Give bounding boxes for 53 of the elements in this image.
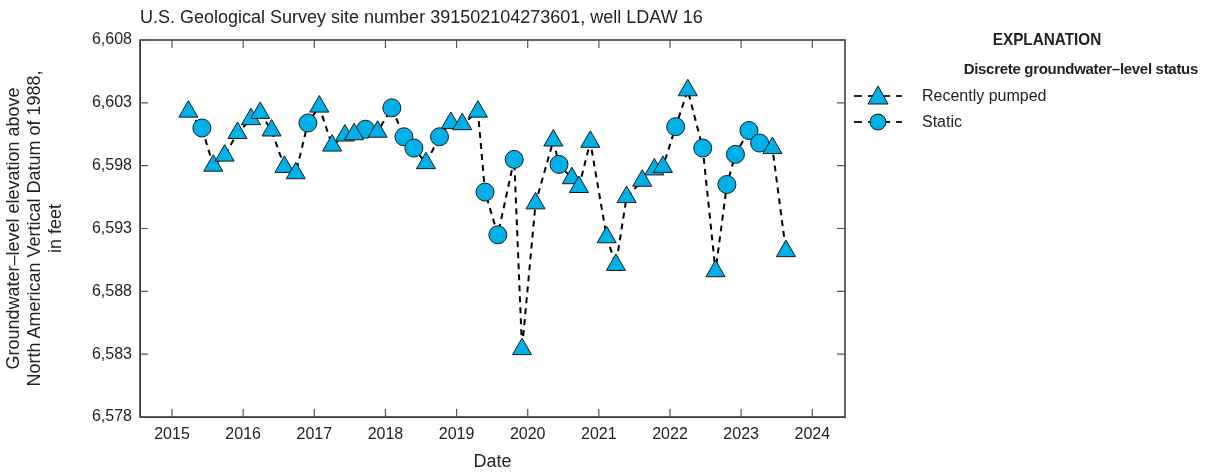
point	[677, 78, 698, 97]
y-tick-label: 6,603	[91, 93, 133, 111]
point	[214, 144, 235, 162]
x-tick-label: 2017	[296, 425, 333, 443]
point	[285, 161, 306, 180]
point	[309, 95, 330, 113]
y-tick-label: 6,578	[91, 407, 133, 425]
text: Discrete groundwater–level status	[962, 60, 1199, 77]
point	[543, 129, 564, 147]
point	[367, 120, 388, 138]
point	[344, 122, 365, 141]
point	[227, 121, 248, 139]
y-tick-label: 6,598	[91, 156, 133, 174]
chart-title: U.S. Geological Survey site number 391502104273601, well LDAW 16	[140, 6, 703, 27]
point	[580, 130, 601, 148]
legend-title: EXPLANATION	[991, 30, 1103, 50]
x-tick-label: 2015	[154, 425, 190, 443]
y-tick-label: 6,583	[91, 344, 133, 362]
point	[616, 185, 637, 204]
y-axis-title: Groundwater–level elevation above North American Vertical Datum of 1988, in feet	[3, 70, 65, 387]
point	[632, 169, 653, 187]
legend-label: Recently pumped	[922, 87, 1047, 105]
x-tick-label: 2022	[652, 425, 688, 443]
y-tick-label: 6,608	[91, 30, 133, 48]
x-axis-title: Date	[473, 451, 512, 472]
point	[525, 191, 546, 210]
y-tick-label: 6,593	[91, 218, 133, 236]
point	[596, 225, 617, 244]
point	[705, 259, 726, 278]
point	[605, 253, 626, 271]
x-tick-label: 2019	[438, 425, 475, 443]
x-tick-label: 2024	[794, 425, 831, 443]
x-tick-label: 2023	[723, 425, 760, 443]
point	[203, 154, 224, 172]
point	[178, 100, 199, 118]
point	[415, 151, 437, 170]
x-tick-label: 2021	[581, 425, 617, 443]
x-tick-label: 2018	[367, 425, 404, 443]
point	[512, 337, 533, 356]
y-tick-label: 6,588	[91, 281, 133, 299]
point	[250, 101, 271, 119]
point	[274, 155, 295, 173]
x-tick-label: 2020	[509, 425, 546, 443]
point	[762, 136, 783, 155]
legend-label: Static	[922, 113, 963, 131]
point	[652, 155, 673, 173]
point	[568, 175, 589, 194]
x-tick-label: 2016	[225, 425, 262, 443]
point	[322, 134, 343, 152]
point	[467, 100, 488, 118]
point	[452, 112, 473, 131]
point	[261, 118, 282, 137]
point	[775, 239, 796, 258]
